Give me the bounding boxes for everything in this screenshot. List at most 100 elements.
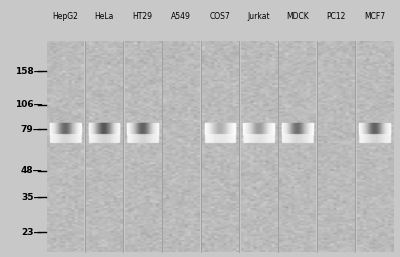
Bar: [247, 134, 248, 142]
Bar: [127, 123, 128, 134]
Bar: [272, 134, 273, 142]
Bar: [288, 123, 289, 134]
Bar: [226, 123, 227, 134]
Bar: [385, 123, 386, 134]
Bar: [297, 134, 298, 142]
Bar: [266, 134, 267, 142]
Bar: [363, 123, 364, 134]
Bar: [303, 134, 304, 142]
Bar: [73, 134, 74, 142]
Bar: [386, 134, 387, 142]
Bar: [130, 134, 131, 142]
Bar: [107, 134, 108, 142]
Bar: [257, 134, 258, 142]
Bar: [73, 123, 74, 134]
Bar: [244, 123, 245, 134]
Bar: [222, 123, 223, 134]
Bar: [229, 123, 230, 134]
Bar: [286, 123, 287, 134]
Bar: [256, 123, 257, 134]
Bar: [218, 123, 219, 134]
Bar: [127, 134, 128, 142]
Bar: [63, 134, 64, 142]
Text: Jurkat: Jurkat: [247, 12, 270, 21]
Bar: [301, 134, 302, 142]
Bar: [306, 123, 307, 134]
Bar: [52, 134, 53, 142]
Bar: [50, 123, 51, 134]
Bar: [360, 134, 361, 142]
Bar: [128, 134, 129, 142]
Bar: [365, 123, 366, 134]
Bar: [153, 123, 154, 134]
Bar: [101, 134, 102, 142]
Bar: [359, 123, 360, 134]
Bar: [382, 134, 383, 142]
Bar: [285, 123, 286, 134]
Bar: [106, 134, 107, 142]
Bar: [215, 123, 216, 134]
Bar: [149, 134, 150, 142]
Bar: [295, 134, 296, 142]
Bar: [258, 134, 259, 142]
Bar: [115, 123, 116, 134]
Bar: [219, 123, 220, 134]
Bar: [228, 123, 229, 134]
Bar: [70, 123, 71, 134]
Bar: [246, 123, 247, 134]
Bar: [89, 134, 90, 142]
Bar: [154, 123, 155, 134]
Bar: [61, 134, 62, 142]
Bar: [55, 134, 56, 142]
Text: 35—: 35—: [21, 193, 42, 202]
Bar: [259, 123, 260, 134]
Bar: [112, 134, 113, 142]
Bar: [110, 134, 111, 142]
Bar: [150, 123, 151, 134]
Bar: [245, 123, 246, 134]
Bar: [261, 123, 262, 134]
Bar: [51, 134, 52, 142]
Bar: [389, 134, 390, 142]
Bar: [292, 123, 293, 134]
Bar: [95, 134, 96, 142]
Bar: [105, 134, 106, 142]
Bar: [142, 134, 143, 142]
Bar: [208, 123, 209, 134]
Bar: [219, 134, 220, 142]
Bar: [270, 134, 271, 142]
Bar: [155, 134, 156, 142]
Bar: [210, 123, 211, 134]
Bar: [153, 134, 154, 142]
Bar: [100, 123, 101, 134]
Bar: [56, 123, 57, 134]
Bar: [366, 134, 367, 142]
Text: 158—: 158—: [15, 67, 42, 76]
Bar: [67, 134, 68, 142]
Bar: [381, 134, 382, 142]
Bar: [311, 123, 312, 134]
Bar: [143, 123, 144, 134]
Bar: [104, 123, 105, 134]
Bar: [250, 134, 251, 142]
Bar: [75, 123, 76, 134]
Bar: [212, 134, 213, 142]
Bar: [80, 134, 81, 142]
Bar: [263, 134, 264, 142]
Bar: [284, 134, 285, 142]
Bar: [258, 123, 259, 134]
Bar: [94, 134, 95, 142]
Bar: [386, 123, 387, 134]
Bar: [64, 134, 65, 142]
Bar: [131, 134, 132, 142]
Bar: [269, 134, 270, 142]
Bar: [58, 123, 59, 134]
Bar: [217, 123, 218, 134]
Bar: [50, 134, 51, 142]
Bar: [271, 134, 272, 142]
Bar: [69, 134, 70, 142]
Bar: [53, 123, 54, 134]
Bar: [148, 134, 149, 142]
Bar: [211, 134, 212, 142]
Bar: [147, 123, 148, 134]
